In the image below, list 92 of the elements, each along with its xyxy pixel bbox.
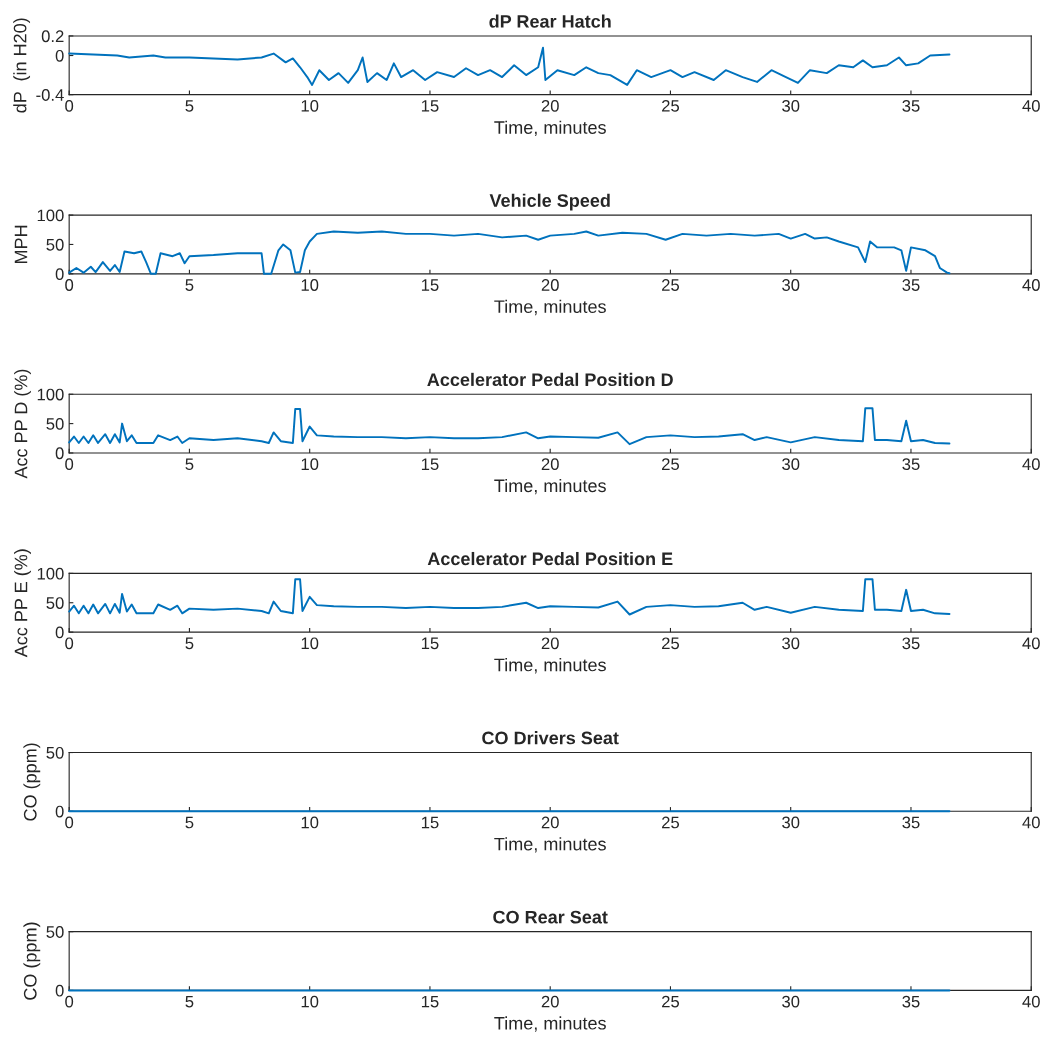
x-tick-label: 10 xyxy=(301,279,319,291)
y-tick-label: 100 xyxy=(37,567,64,580)
y-tick-label: 0 xyxy=(55,268,64,281)
y-tick-label: 50 xyxy=(46,926,64,938)
x-tick-label: 25 xyxy=(662,99,680,112)
x-axis-title: Time, minutes xyxy=(494,837,606,853)
y-axis-title: Acc PP D (%) xyxy=(14,369,31,479)
x-tick-label: 15 xyxy=(421,458,439,471)
x-axis-title: Time, minutes xyxy=(494,478,606,495)
x-tick-label: 15 xyxy=(421,637,439,650)
x-tick-label: 5 xyxy=(185,458,194,471)
x-tick-label: 40 xyxy=(1022,995,1040,1008)
x-tick-label: 10 xyxy=(301,458,319,471)
y-axis-title: dP (in H20) xyxy=(13,18,31,113)
x-tick-label: 15 xyxy=(421,816,439,829)
x-axis-title: Time, minutes xyxy=(494,120,606,137)
y-tick-label: 50 xyxy=(46,597,64,609)
x-tick-label: 0 xyxy=(65,995,74,1008)
y-axis-title: CO (ppm) xyxy=(23,922,41,1000)
x-tick-label: 40 xyxy=(1022,279,1040,291)
x-tick-label: 10 xyxy=(301,995,319,1008)
x-tick-label: 35 xyxy=(902,995,920,1008)
x-tick-label: 20 xyxy=(541,637,559,650)
chart-title: Accelerator Pedal Position E xyxy=(427,551,673,566)
x-tick-label: 40 xyxy=(1022,637,1040,650)
x-tick-label: 10 xyxy=(301,637,319,650)
x-tick-label: 5 xyxy=(185,637,194,650)
x-tick-label: 5 xyxy=(185,816,194,829)
y-tick-label: 0 xyxy=(55,49,64,62)
x-tick-label: 15 xyxy=(421,100,439,112)
x-tick-label: 25 xyxy=(662,458,680,471)
x-tick-label: 0 xyxy=(65,458,74,471)
x-tick-label: 10 xyxy=(301,99,319,112)
x-axis-title: Time, minutes xyxy=(494,299,606,316)
y-tick-label: 50 xyxy=(46,238,64,251)
y-axis-title: CO (ppm) xyxy=(23,743,41,821)
chart-title: Accelerator Pedal Position D xyxy=(427,372,673,387)
x-tick-label: 35 xyxy=(902,458,920,471)
chart-title: CO Drivers Seat xyxy=(482,731,619,745)
x-tick-label: 40 xyxy=(1022,99,1040,112)
y-tick-label: 100 xyxy=(37,388,64,401)
x-tick-label: 25 xyxy=(662,995,680,1008)
x-tick-label: 35 xyxy=(902,637,920,650)
x-tick-label: 20 xyxy=(541,99,559,112)
x-tick-label: 20 xyxy=(541,279,559,291)
x-tick-label: 40 xyxy=(1022,458,1040,471)
y-tick-label: 0 xyxy=(55,984,64,997)
y-axis-title: MPH xyxy=(14,225,28,264)
x-tick-label: 30 xyxy=(782,99,800,112)
line-series xyxy=(68,230,951,275)
x-tick-label: 0 xyxy=(65,99,74,112)
x-tick-label: 30 xyxy=(782,816,800,829)
line-series xyxy=(68,46,951,86)
chart-title: Vehicle Speed xyxy=(489,193,610,211)
y-tick-label: -0.4 xyxy=(36,89,64,101)
x-axis-title: Time, minutes xyxy=(494,658,606,674)
y-tick-label: 50 xyxy=(46,418,64,430)
x-tick-label: 30 xyxy=(782,279,800,291)
x-tick-label: 35 xyxy=(902,816,920,829)
x-tick-label: 25 xyxy=(662,637,680,650)
x-tick-label: 40 xyxy=(1022,816,1040,829)
y-tick-label: 0.2 xyxy=(41,30,64,43)
line-series xyxy=(68,407,951,446)
x-tick-label: 20 xyxy=(541,995,559,1008)
x-tick-label: 10 xyxy=(301,816,319,829)
y-tick-label: 100 xyxy=(37,209,64,222)
chart-title: dP Rear Hatch xyxy=(489,14,611,28)
x-tick-label: 0 xyxy=(65,637,74,650)
x-tick-label: 35 xyxy=(902,99,920,112)
x-tick-label: 25 xyxy=(662,816,680,829)
x-tick-label: 35 xyxy=(902,279,920,291)
x-tick-label: 25 xyxy=(662,279,680,291)
x-tick-label: 15 xyxy=(421,279,439,291)
x-tick-label: 30 xyxy=(782,458,800,471)
x-tick-label: 0 xyxy=(65,279,74,291)
line-series xyxy=(68,578,951,616)
y-tick-label: 0 xyxy=(55,626,64,639)
x-tick-label: 15 xyxy=(421,995,439,1008)
x-tick-label: 30 xyxy=(782,995,800,1008)
x-tick-label: 5 xyxy=(185,279,194,291)
x-tick-label: 5 xyxy=(185,995,194,1008)
y-axis-title: Acc PP E (%) xyxy=(14,549,31,658)
chart-title: CO Rear Seat xyxy=(493,910,608,924)
x-tick-label: 0 xyxy=(65,816,74,829)
y-tick-label: 0 xyxy=(55,447,64,460)
y-tick-label: 0 xyxy=(55,805,64,818)
x-tick-label: 30 xyxy=(782,637,800,650)
x-tick-label: 20 xyxy=(541,816,559,829)
x-axis-title: Time, minutes xyxy=(494,1016,606,1032)
y-tick-label: 50 xyxy=(46,746,64,759)
x-tick-label: 5 xyxy=(185,100,194,112)
x-tick-label: 20 xyxy=(541,458,559,471)
